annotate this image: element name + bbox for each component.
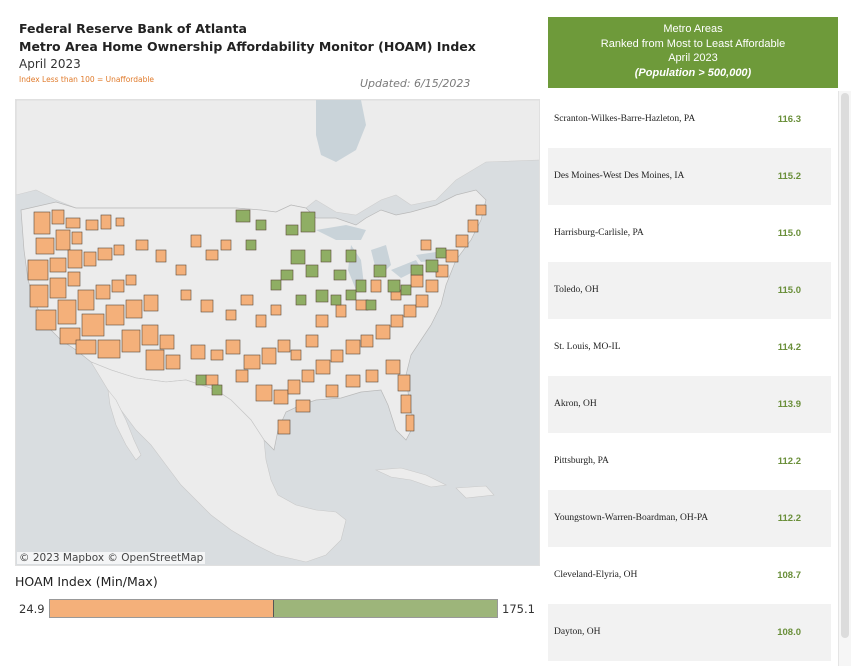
map-canvas[interactable]	[16, 100, 540, 566]
cuba	[374, 467, 448, 488]
scrollbar-thumb[interactable]	[841, 93, 849, 638]
updated-date: Updated: 6/15/2023	[360, 77, 471, 90]
metro-index-value: 115.2	[777, 171, 801, 182]
dashboard-header: Federal Reserve Bank of Atlanta Metro Ar…	[19, 20, 479, 84]
metro-index-value: 108.0	[777, 627, 801, 638]
mexico-land	[90, 361, 347, 563]
baja-peninsula	[107, 388, 142, 461]
metro-name: Pittsburgh, PA	[554, 456, 609, 466]
metro-name: Akron, OH	[554, 399, 597, 409]
metro-name: Dayton, OH	[554, 627, 601, 637]
unaffordable-metros	[27, 204, 487, 435]
ranking-header-title: Metro Areas	[663, 23, 723, 35]
ranking-header-subtitle: Ranked from Most to Least Affordable	[600, 37, 786, 50]
metro-index-value: 115.0	[777, 228, 801, 239]
metro-index-value: 112.2	[777, 456, 801, 467]
ranking-row[interactable]: Harrisburg-Carlisle, PA 115.0	[548, 205, 831, 262]
ranking-row[interactable]: Akron, OH 113.9	[548, 376, 831, 433]
legend-color-bar	[49, 599, 498, 618]
metro-name: Toledo, OH	[554, 285, 599, 295]
metro-index-value: 112.2	[777, 513, 801, 524]
affordable-metros	[195, 209, 447, 396]
legend-unaffordable-segment	[50, 600, 274, 617]
metro-name: Scranton-Wilkes-Barre-Hazleton, PA	[554, 114, 696, 124]
metro-index-value: 113.9	[777, 399, 801, 410]
metro-index-value: 114.2	[777, 342, 801, 353]
page-title: Federal Reserve Bank of Atlanta	[19, 21, 247, 36]
metro-name: Cleveland-Elyria, OH	[554, 570, 638, 580]
page-subtitle: Metro Area Home Ownership Affordability …	[19, 39, 476, 54]
ranking-scrollbar[interactable]	[838, 91, 851, 666]
great-lakes	[316, 225, 438, 290]
legend-affordable-segment	[273, 600, 497, 617]
metro-map[interactable]: © 2023 Mapbox © OpenStreetMap	[15, 99, 540, 566]
ranking-header: Metro Areas Ranked from Most to Least Af…	[548, 17, 838, 88]
map-credit[interactable]: © 2023 Mapbox © OpenStreetMap	[17, 552, 206, 564]
index-note: Index Less than 100 = Unaffordable	[19, 75, 155, 84]
ranking-row[interactable]: Cleveland-Elyria, OH 108.7	[548, 547, 831, 604]
metro-name: Youngstown-Warren-Boardman, OH-PA	[554, 513, 709, 523]
hispaniola	[455, 485, 495, 499]
metro-name: Harrisburg-Carlisle, PA	[554, 228, 644, 238]
report-date: April 2023	[19, 57, 81, 71]
ranking-header-population: (Population > 500,000)	[634, 66, 752, 79]
ranking-header-date: April 2023	[668, 52, 718, 64]
ranking-row[interactable]: Scranton-Wilkes-Barre-Hazleton, PA 116.3	[548, 91, 831, 148]
legend-max: 175.1	[502, 602, 535, 616]
ranking-row[interactable]: Toledo, OH 115.0	[548, 262, 831, 319]
ranking-row[interactable]: Dayton, OH 108.0	[548, 604, 831, 661]
metro-index-value: 115.0	[777, 285, 801, 296]
metro-name: Des Moines-West Des Moines, IA	[554, 171, 685, 181]
ranking-list[interactable]: Scranton-Wilkes-Barre-Hazleton, PA 116.3…	[548, 91, 851, 666]
ranking-row[interactable]: Pittsburgh, PA 112.2	[548, 433, 831, 490]
hudson-bay	[316, 100, 366, 162]
ranking-row[interactable]: Des Moines-West Des Moines, IA 115.2	[548, 148, 831, 205]
legend-title: HOAM Index (Min/Max)	[15, 574, 158, 589]
ranking-row[interactable]: Youngstown-Warren-Boardman, OH-PA 112.2	[548, 490, 831, 547]
metro-index-value: 116.3	[777, 114, 801, 125]
legend-min: 24.9	[19, 602, 45, 616]
metro-index-value: 108.7	[777, 570, 801, 581]
ranking-row[interactable]: St. Louis, MO-IL 114.2	[548, 319, 831, 376]
metro-name: St. Louis, MO-IL	[554, 342, 621, 352]
